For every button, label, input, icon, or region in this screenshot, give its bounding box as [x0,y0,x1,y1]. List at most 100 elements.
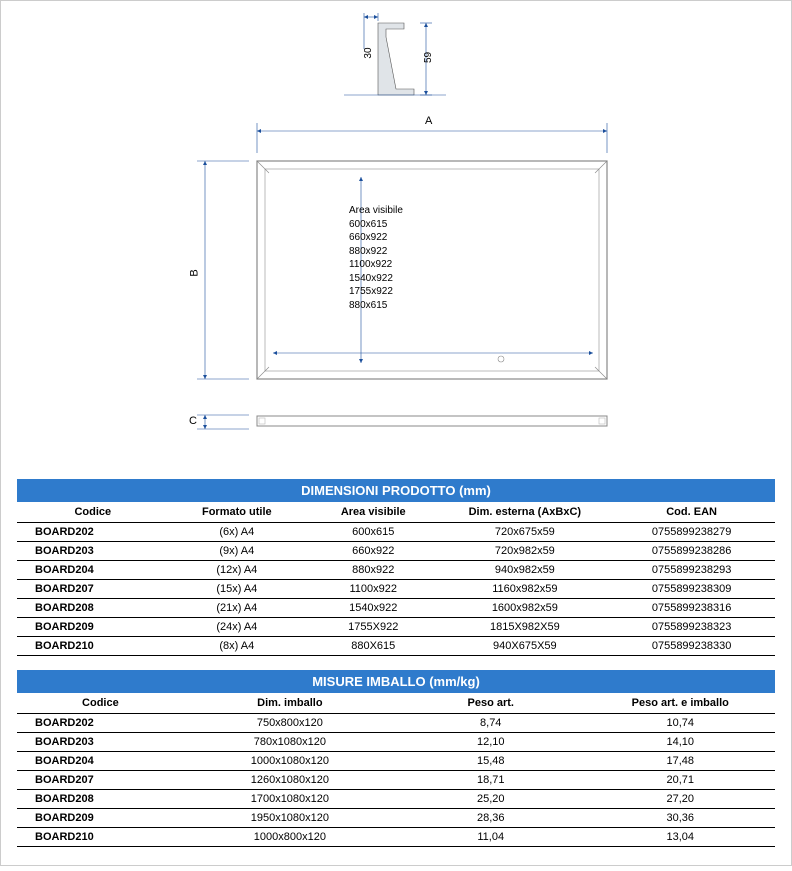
area-title: Area visibile [349,205,403,216]
table-cell: BOARD202 [17,523,169,542]
table-cell: BOARD207 [17,771,184,790]
table-cell: 750x800x120 [184,714,396,733]
table-cell: 940X675X59 [441,637,608,656]
table-cell: 0755899238316 [608,599,775,618]
table-cell: 880x922 [305,561,441,580]
table-cell: 600x615 [305,523,441,542]
table-cell: 880X615 [305,637,441,656]
table-row: BOARD202750x800x1208,7410,74 [17,714,775,733]
table-row: BOARD203(9x) A4660x922720x982x5907558992… [17,542,775,561]
table-cell: 20,71 [585,771,775,790]
table-row: BOARD202(6x) A4600x615720x675x5907558992… [17,523,775,542]
table-cell: 0755899238330 [608,637,775,656]
table-cell: (8x) A4 [169,637,305,656]
table-cell: 1260x1080x120 [184,771,396,790]
table-cell: 15,48 [396,752,586,771]
table-cell: BOARD209 [17,618,169,637]
table-dimensioni-prodotto: DIMENSIONI PRODOTTO (mm) CodiceFormato u… [17,479,775,656]
table-row: BOARD2071260x1080x12018,7120,71 [17,771,775,790]
table-cell: 28,36 [396,809,586,828]
table-cell: 11,04 [396,828,586,847]
table2-title: MISURE IMBALLO (mm/kg) [17,670,775,693]
table-header-cell: Peso art. [396,693,586,714]
table-cell: 14,10 [585,733,775,752]
table-cell: 1100x922 [305,580,441,599]
table-header-cell: Codice [17,693,184,714]
table-cell: (6x) A4 [169,523,305,542]
dim-label-b: B [189,269,201,276]
table-cell: BOARD203 [17,542,169,561]
table-cell: BOARD202 [17,714,184,733]
dim-label-c: C [189,415,197,427]
table-header-cell: Codice [17,502,169,523]
cs-dim-59: 59 [423,51,434,63]
table-cell: BOARD207 [17,580,169,599]
table-cell: 660x922 [305,542,441,561]
technical-drawings: 30 59 [17,9,775,459]
table-header-cell: Area visibile [305,502,441,523]
table1: CodiceFormato utileArea visibileDim. est… [17,502,775,656]
table-cell: 13,04 [585,828,775,847]
table-cell: BOARD209 [17,809,184,828]
table-misure-imballo: MISURE IMBALLO (mm/kg) CodiceDim. imball… [17,670,775,847]
table-cell: 720x675x59 [441,523,608,542]
table-header-cell: Cod. EAN [608,502,775,523]
table-cell: BOARD208 [17,599,169,618]
table-cell: BOARD210 [17,828,184,847]
table-cell: BOARD210 [17,637,169,656]
table-cell: 0755899238279 [608,523,775,542]
table-cell: 1160x982x59 [441,580,608,599]
table-cell: 10,74 [585,714,775,733]
table-cell: BOARD203 [17,733,184,752]
table-cell: 1755X922 [305,618,441,637]
table-header-cell: Dim. imballo [184,693,396,714]
table-cell: 30,36 [585,809,775,828]
table-cell: 1000x800x120 [184,828,396,847]
table-cell: 27,20 [585,790,775,809]
table-cell: 0755899238286 [608,542,775,561]
table-row: BOARD207(15x) A41100x9221160x982x5907558… [17,580,775,599]
table-cell: 1815X982X59 [441,618,608,637]
cs-dim-30: 30 [363,47,374,59]
table-cell: 940x982x59 [441,561,608,580]
table-header-cell: Formato utile [169,502,305,523]
table-cell: 25,20 [396,790,586,809]
table-row: BOARD209(24x) A41755X9221815X982X5907558… [17,618,775,637]
table-cell: (9x) A4 [169,542,305,561]
table-cell: 1000x1080x120 [184,752,396,771]
table-row: BOARD203780x1080x12012,1014,10 [17,733,775,752]
table-cell: 1950x1080x120 [184,809,396,828]
table-row: BOARD208(21x) A41540x9221600x982x5907558… [17,599,775,618]
table-cell: 1700x1080x120 [184,790,396,809]
table-row: BOARD210(8x) A4880X615940X675X5907558992… [17,637,775,656]
table-header-cell: Dim. esterna (AxBxC) [441,502,608,523]
table-cell: 18,71 [396,771,586,790]
table2: CodiceDim. imballoPeso art.Peso art. e i… [17,693,775,847]
table-cell: 720x982x59 [441,542,608,561]
table-cell: 780x1080x120 [184,733,396,752]
dim-label-a: A [425,115,432,127]
table-cell: (21x) A4 [169,599,305,618]
table-cell: (12x) A4 [169,561,305,580]
table-cell: (15x) A4 [169,580,305,599]
table-cell: 1540x922 [305,599,441,618]
table-cell: 1600x982x59 [441,599,608,618]
table-cell: 17,48 [585,752,775,771]
table1-title: DIMENSIONI PRODOTTO (mm) [17,479,775,502]
table-header-cell: Peso art. e imballo [585,693,775,714]
table-cell: (24x) A4 [169,618,305,637]
table-cell: 0755899238323 [608,618,775,637]
table-cell: BOARD208 [17,790,184,809]
cross-section-diagram: 30 59 [306,9,486,109]
table-cell: BOARD204 [17,752,184,771]
table-row: BOARD204(12x) A4880x922940x982x590755899… [17,561,775,580]
table-cell: 8,74 [396,714,586,733]
table-cell: BOARD204 [17,561,169,580]
table-row: BOARD2101000x800x12011,0413,04 [17,828,775,847]
board-outline-diagram: A B C Area visibile 600x615660x922880x92… [141,119,651,459]
table-row: BOARD2041000x1080x12015,4817,48 [17,752,775,771]
area-visibile-block: Area visibile 600x615660x922880x9221100x… [349,204,403,312]
table-row: BOARD2091950x1080x12028,3630,36 [17,809,775,828]
table-row: BOARD2081700x1080x12025,2027,20 [17,790,775,809]
table-cell: 0755899238309 [608,580,775,599]
